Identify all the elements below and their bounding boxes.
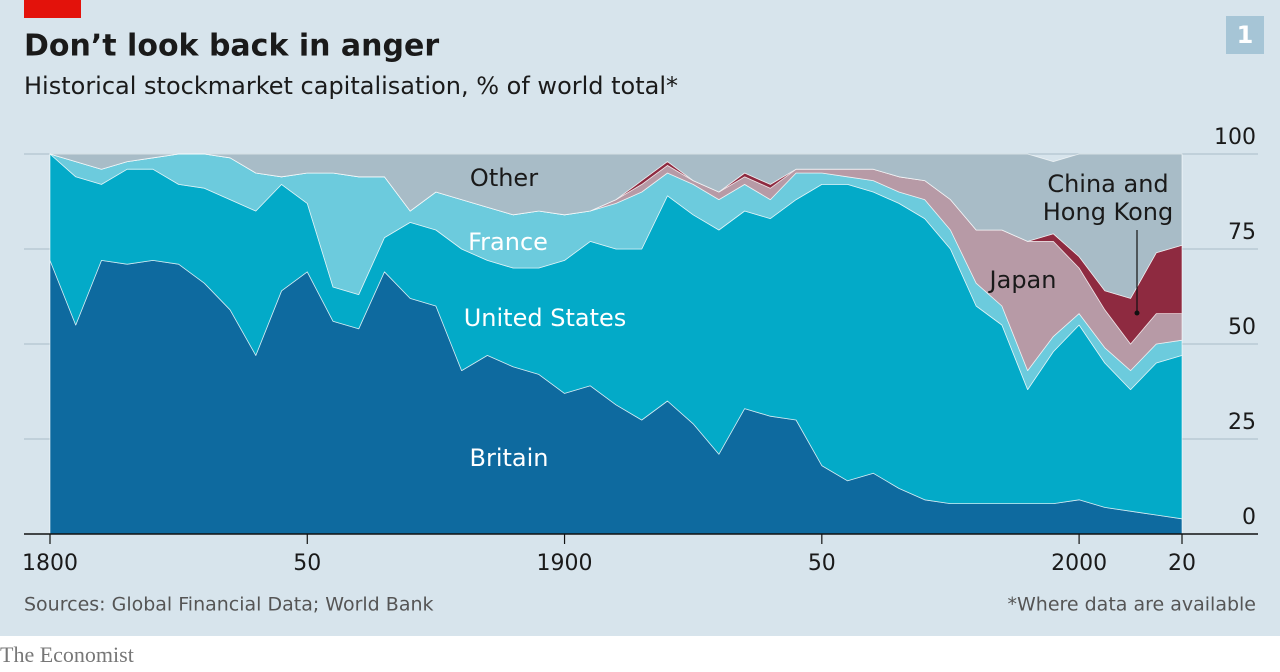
y-tick-label: 50 (1228, 315, 1256, 340)
series-label: France (468, 228, 548, 256)
x-tick-label: 1800 (22, 551, 78, 576)
y-tick-label: 25 (1228, 410, 1256, 435)
series-label: Japan (989, 266, 1057, 294)
y-tick-label: 0 (1242, 505, 1256, 530)
series-label: China and Hong Kong (1042, 170, 1174, 226)
x-tick-label: 1900 (537, 551, 593, 576)
pointer-dot (1134, 310, 1140, 316)
brand: The Economist (0, 642, 134, 667)
area (49, 153, 1183, 299)
red-tag (24, 0, 81, 18)
chart-title: Don’t look back in anger (24, 29, 439, 64)
x-tick-label: 20 (1168, 551, 1196, 576)
source: Sources: Global Financial Data; World Ba… (24, 594, 434, 616)
series-label: Other (469, 164, 539, 192)
series-label: Britain (469, 444, 549, 472)
footnote: *Where data are available (1007, 594, 1256, 616)
series-label: United States (463, 304, 627, 332)
chart-subtitle: Historical stockmarket capitalisation, %… (24, 72, 678, 100)
x-tick-label: 2000 (1051, 551, 1107, 576)
x-tick-label: 50 (808, 551, 836, 576)
y-tick-label: 75 (1228, 220, 1256, 245)
number-box (1226, 16, 1264, 54)
chart-number: 1 (1237, 21, 1254, 49)
y-tick-label: 100 (1214, 125, 1256, 150)
x-tick-label: 50 (293, 551, 321, 576)
